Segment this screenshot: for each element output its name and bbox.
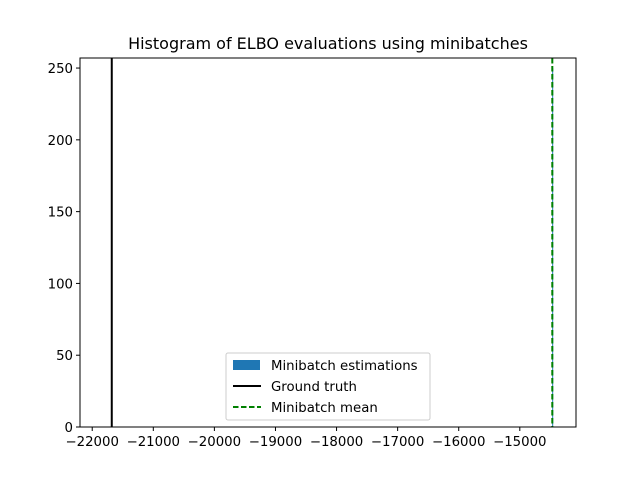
histogram-bars (552, 68, 554, 427)
legend-label-minibatch-mean: Minibatch mean (271, 401, 378, 416)
y-tick-label: 200 (48, 134, 73, 149)
y-axis: 0 50 100 150 200 250 (48, 62, 80, 436)
chart-title: Histogram of ELBO evaluations using mini… (128, 34, 528, 53)
legend: Minibatch estimations Ground truth Minib… (225, 352, 431, 421)
x-tick-label: −15000 (493, 435, 546, 450)
legend-label-minibatch-estimations: Minibatch estimations (271, 359, 418, 374)
x-tick-label: −18000 (310, 435, 363, 450)
x-tick-label: −22000 (65, 435, 118, 450)
legend-swatch-minibatch-estimations (233, 360, 260, 370)
legend-box (225, 352, 431, 421)
reference-lines (110, 58, 554, 427)
y-tick-label: 100 (48, 277, 73, 292)
y-tick-label: 0 (65, 421, 73, 436)
y-tick-label: 50 (56, 349, 73, 364)
x-tick-label: −17000 (371, 435, 424, 450)
x-tick-label: −21000 (127, 435, 180, 450)
x-tick-label: −16000 (432, 435, 485, 450)
plot-frame (79, 57, 577, 428)
y-tick-label: 250 (48, 62, 73, 77)
x-tick-label: −19000 (249, 435, 302, 450)
x-tick-label: −20000 (188, 435, 241, 450)
x-axis: −22000 −21000 −20000 −19000 −18000 −17000 −160… (65, 427, 547, 450)
y-tick-label: 150 (48, 206, 73, 221)
legend-label-ground-truth: Ground truth (271, 380, 357, 395)
histogram-bar (552, 68, 554, 427)
